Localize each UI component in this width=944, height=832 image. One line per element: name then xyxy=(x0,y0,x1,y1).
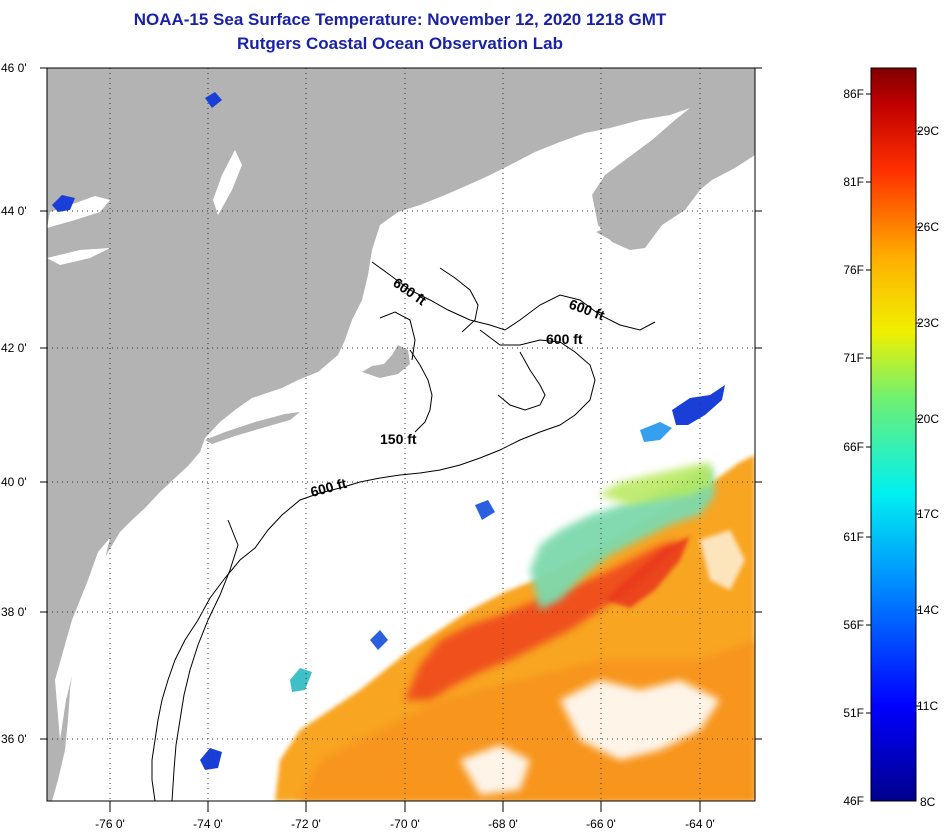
lake xyxy=(47,248,110,265)
celsius-label: 26C xyxy=(917,220,939,234)
celsius-label: 29C xyxy=(917,124,939,138)
longitude-labels: -76 0' -74 0' -72 0' -70 0' -68 0' -66 0… xyxy=(95,817,715,831)
lake xyxy=(213,150,242,215)
lake xyxy=(47,196,110,228)
bathymetry-contours xyxy=(151,261,656,801)
sst-swath xyxy=(52,92,755,801)
lat-label: 42 0' xyxy=(1,341,27,355)
fahrenheit-label: 66F xyxy=(843,440,864,454)
fahrenheit-label: 61F xyxy=(843,530,864,544)
colorbar xyxy=(870,67,917,802)
fahrenheit-label: 71F xyxy=(843,351,864,365)
lat-label: 44 0' xyxy=(1,204,27,218)
lon-label: -64 0' xyxy=(685,817,715,831)
lon-label: -74 0' xyxy=(193,817,223,831)
colorbar-ticks xyxy=(866,93,921,714)
celsius-label: 17C xyxy=(917,507,939,521)
map-subtitle: Rutgers Coastal Ocean Observation Lab xyxy=(237,34,563,53)
colorbar-celsius-labels: 29C 26C 23C 20C 17C 14C 11C 8C xyxy=(917,124,939,809)
lon-label: -72 0' xyxy=(291,817,321,831)
land-us-coast xyxy=(47,68,755,801)
lat-label: 46 0' xyxy=(1,61,27,75)
fahrenheit-label: 56F xyxy=(843,618,864,632)
land-cape-cod xyxy=(362,345,410,378)
bay xyxy=(110,520,150,565)
contour-label: 150 ft xyxy=(380,431,417,447)
celsius-label: 14C xyxy=(917,603,939,617)
fahrenheit-label: 76F xyxy=(843,263,864,277)
lon-label: -70 0' xyxy=(390,817,420,831)
land-long-island xyxy=(205,412,300,444)
lat-label: 38 0' xyxy=(1,605,27,619)
lon-label: -66 0' xyxy=(586,817,616,831)
graticule xyxy=(47,68,755,801)
lat-label: 40 0' xyxy=(1,475,27,489)
celsius-label: 8C xyxy=(920,795,936,809)
lat-label: 36 0' xyxy=(1,732,27,746)
fahrenheit-label: 46F xyxy=(843,794,864,808)
celsius-label: 20C xyxy=(917,412,939,426)
fahrenheit-label: 86F xyxy=(843,87,864,101)
latitude-labels: 46 0' 44 0' 42 0' 40 0' 38 0' 36 0' xyxy=(1,61,27,746)
axis-ticks xyxy=(40,67,762,812)
map-frame xyxy=(46,67,756,802)
celsius-label: 11C xyxy=(917,699,938,713)
lon-label: -76 0' xyxy=(95,817,125,831)
fahrenheit-label: 81F xyxy=(843,175,864,189)
bay xyxy=(55,538,110,740)
fahrenheit-label: 51F xyxy=(843,706,864,720)
colorbar-fahrenheit-labels: 86F 81F 76F 71F 66F 61F 56F 51F 46F xyxy=(843,87,864,808)
celsius-label: 23C xyxy=(917,316,939,330)
lon-label: -68 0' xyxy=(488,817,518,831)
land-nova-scotia xyxy=(596,68,755,248)
map-title: NOAA-15 Sea Surface Temperature: Novembe… xyxy=(133,10,667,29)
contour-label: 600 ft xyxy=(546,331,583,347)
